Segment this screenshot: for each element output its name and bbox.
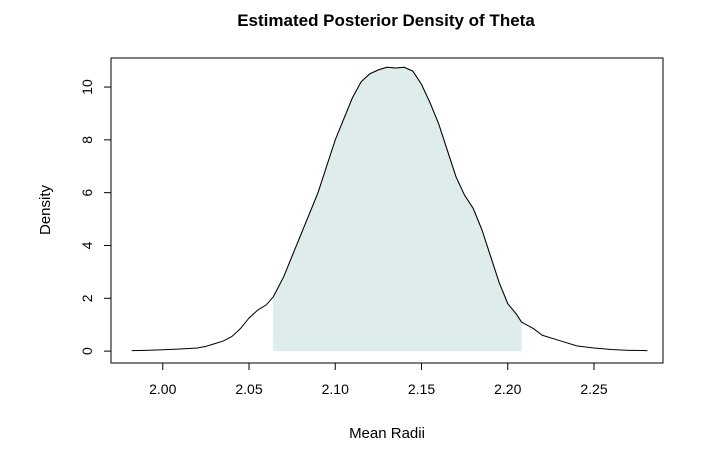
- y-tick-label: 10: [79, 79, 95, 95]
- x-tick-label: 2.00: [149, 381, 176, 397]
- credible-interval-fill: [273, 67, 522, 352]
- x-tick-label: 2.15: [408, 381, 435, 397]
- y-tick-label: 8: [79, 136, 95, 144]
- x-tick-label: 2.25: [580, 381, 607, 397]
- chart-title: Estimated Posterior Density of Theta: [237, 11, 535, 30]
- x-tick-label: 2.10: [322, 381, 349, 397]
- y-tick-label: 2: [79, 294, 95, 302]
- x-axis-label: Mean Radii: [349, 425, 425, 442]
- x-tick-label: 2.05: [235, 381, 262, 397]
- density-curve: [131, 66, 648, 352]
- y-tick-label: 4: [79, 241, 95, 249]
- y-axis-label: Density: [37, 184, 54, 235]
- y-tick-label: 6: [79, 189, 95, 197]
- x-tick-label: 2.20: [494, 381, 521, 397]
- y-tick-label: 0: [79, 347, 95, 355]
